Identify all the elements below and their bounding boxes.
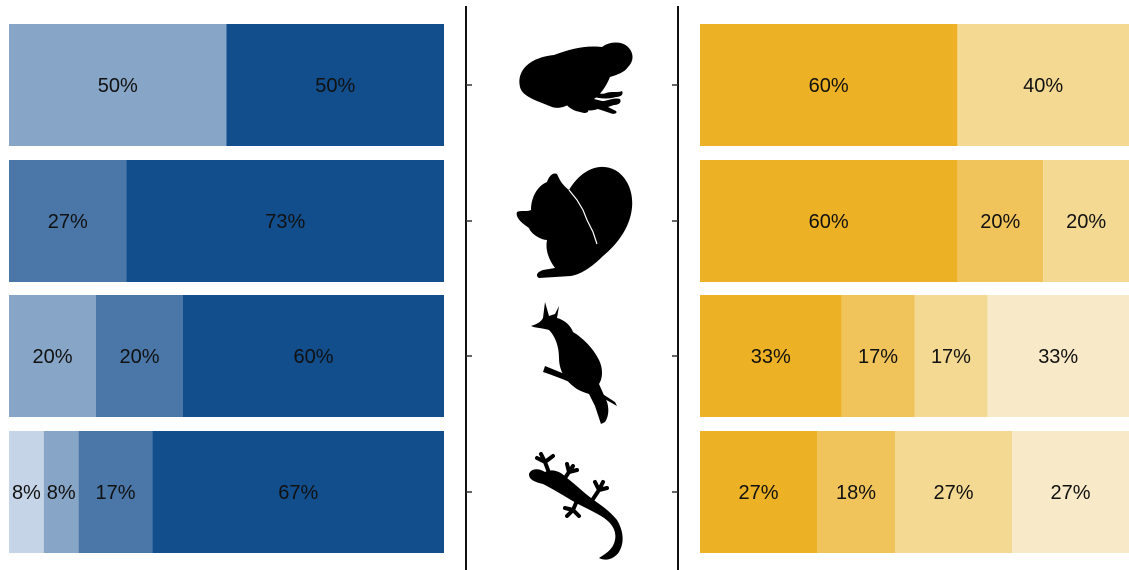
left-bar-squirrel-segment-2: [126, 160, 444, 282]
left-bar-bird-segment-3: [183, 295, 444, 417]
right-bar-squirrel-label-2: 20%: [980, 211, 1020, 233]
right-bar-bird-segment-4: [987, 295, 1129, 417]
right-bar-bird-label-2: 17%: [858, 346, 898, 368]
left-bar-bird-label-3: 60%: [293, 346, 333, 368]
right-bar-gecko-segment-4: [1012, 431, 1129, 553]
left-bar-gecko-segment-4: [152, 431, 445, 553]
left-bar-frog-label-2: 50%: [315, 75, 355, 97]
left-bar-gecko-label-3: 17%: [96, 482, 136, 504]
right-bar-bird-label-1: 33%: [751, 346, 791, 368]
right-bar-gecko-segment-1: [700, 431, 817, 553]
right-bar-bird-segment-1: [700, 295, 842, 417]
right-bar-bird-label-3: 17%: [931, 346, 971, 368]
left-bar-gecko-label-4: 67%: [278, 482, 318, 504]
left-bar-bird-label-2: 20%: [119, 346, 159, 368]
left-panel-blue: 50% 50% 27% 73% 20% 20% 60% 8% 8% 17% 67%: [9, 24, 445, 553]
right-panel-gold: 60% 40% 60% 20% 20% 33% 17% 17% 33% 27% 18% 27% 27%: [700, 24, 1129, 553]
left-bar-squirrel-label-2: 73%: [265, 211, 305, 233]
left-bar-gecko-segment-2: [43, 431, 79, 553]
left-bar-bird-segment-1: [9, 295, 96, 417]
left-bar-gecko-label-1: 8%: [12, 482, 41, 504]
right-bar-squirrel-segment-1: [700, 160, 958, 282]
right-bar-frog-segment-1: [700, 24, 958, 146]
left-bar-frog-segment-2: [226, 24, 444, 146]
right-bar-gecko-segment-3: [895, 431, 1012, 553]
right-bar-frog-label-2: 40%: [1023, 75, 1063, 97]
right-bar-squirrel-label-3: 20%: [1066, 211, 1106, 233]
axis-ticks: [466, 84, 678, 493]
right-bar-squirrel-segment-2: [957, 160, 1044, 282]
right-bar-gecko-label-1: 27%: [738, 482, 778, 504]
left-bar-gecko-segment-3: [78, 431, 153, 553]
squirrel-icon: [516, 166, 633, 278]
left-bar-frog-segment-1: [9, 24, 227, 146]
bird-icon: [531, 302, 617, 424]
gecko-icon: [529, 452, 623, 560]
left-bar-frog-label-1: 50%: [98, 75, 138, 97]
right-bar-squirrel-segment-3: [1043, 160, 1129, 282]
left-bar-squirrel-label-1: 27%: [48, 211, 88, 233]
left-bar-bird-label-1: 20%: [32, 346, 72, 368]
right-bar-bird-label-4: 33%: [1038, 346, 1078, 368]
right-bar-bird-segment-3: [914, 295, 988, 417]
right-bar-gecko-label-2: 18%: [836, 482, 876, 504]
left-bar-gecko-label-2: 8%: [47, 482, 76, 504]
right-bar-gecko-label-3: 27%: [933, 482, 973, 504]
left-bar-gecko-segment-1: [9, 431, 44, 553]
right-bar-frog-segment-2: [957, 24, 1129, 146]
left-bar-bird-segment-2: [96, 295, 183, 417]
right-bar-gecko-label-4: 27%: [1050, 482, 1090, 504]
right-bar-bird-segment-2: [841, 295, 915, 417]
right-bar-squirrel-label-1: 60%: [809, 211, 849, 233]
frog-icon: [519, 42, 633, 114]
left-bar-squirrel-segment-1: [9, 160, 127, 282]
right-bar-gecko-segment-2: [817, 431, 895, 553]
right-bar-frog-label-1: 60%: [809, 75, 849, 97]
